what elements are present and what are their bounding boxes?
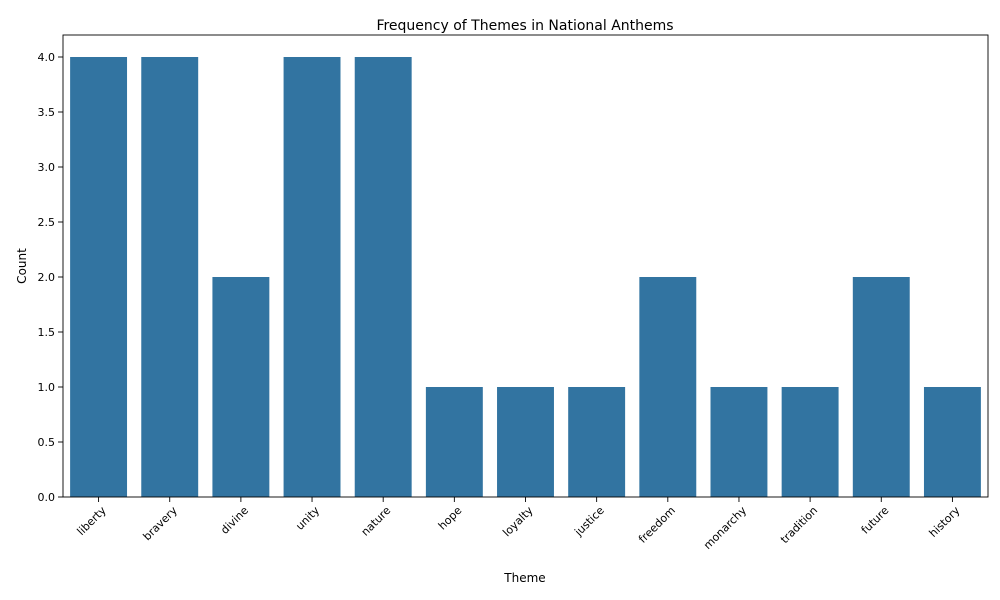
y-axis-ticks: 0.0 0.5 1.0 1.5 2.0 2.5 3.0 3.5 4.0 <box>38 51 63 504</box>
bar-divine <box>212 277 270 497</box>
bar-tradition <box>781 387 839 497</box>
y-tick-label: 2.0 <box>38 271 56 284</box>
chart-title: Frequency of Themes in National Anthems <box>376 18 673 34</box>
x-axis-ticks: liberty bravery divine unity nature hope loyal… <box>75 497 963 552</box>
x-tick-label-history: history <box>927 504 963 540</box>
x-tick-label-hope: hope <box>436 504 465 533</box>
y-tick-label: 3.5 <box>38 106 56 119</box>
bar-monarchy <box>710 387 768 497</box>
x-tick-label-nature: nature <box>359 504 394 539</box>
bar-bravery <box>141 57 199 497</box>
bar-hope <box>425 387 483 497</box>
y-tick-label: 2.5 <box>38 216 56 229</box>
bars <box>70 57 981 497</box>
x-tick-label-bravery: bravery <box>141 504 181 544</box>
y-tick-label: 0.5 <box>38 436 56 449</box>
y-axis-label: Count <box>15 248 29 284</box>
x-tick-label-monarchy: monarchy <box>701 504 749 552</box>
bar-loyalty <box>497 387 554 497</box>
y-tick-label: 0.0 <box>38 491 56 504</box>
bar-unity <box>283 57 341 497</box>
y-tick-label: 3.0 <box>38 161 56 174</box>
x-tick-label-divine: divine <box>218 504 251 537</box>
x-tick-label-justice: justice <box>571 504 606 539</box>
bar-future <box>852 277 910 497</box>
y-tick-label: 1.5 <box>38 326 56 339</box>
x-tick-label-liberty: liberty <box>75 504 109 538</box>
bar-nature <box>354 57 412 497</box>
y-tick-label: 1.0 <box>38 381 56 394</box>
bar-liberty <box>70 57 128 497</box>
x-tick-label-freedom: freedom <box>636 504 678 546</box>
x-tick-label-tradition: tradition <box>778 504 820 546</box>
x-tick-label-future: future <box>859 504 892 537</box>
y-tick-label: 4.0 <box>38 51 56 64</box>
bar-freedom <box>639 277 697 497</box>
x-tick-label-loyalty: loyalty <box>500 504 536 540</box>
x-tick-label-unity: unity <box>293 504 322 533</box>
plot-frame <box>62 34 989 498</box>
bar-history <box>923 387 981 497</box>
x-axis-label: Theme <box>503 571 545 585</box>
bar-justice <box>568 387 626 497</box>
